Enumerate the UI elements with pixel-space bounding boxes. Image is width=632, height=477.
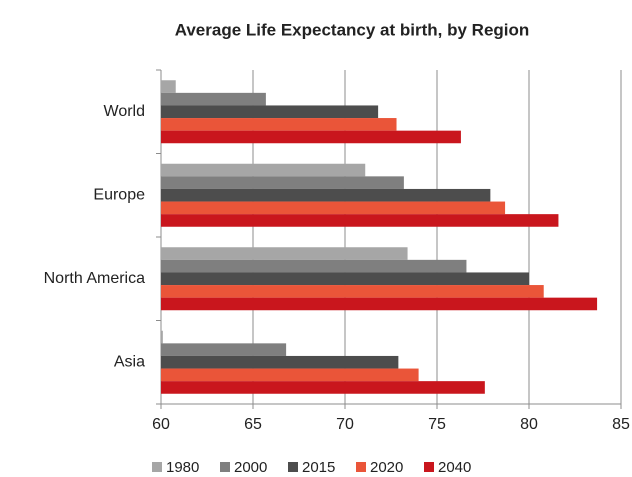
y-tick-label: Asia [114, 353, 145, 370]
legend-swatch [152, 462, 162, 472]
y-tick-label: North America [44, 270, 145, 287]
bar [161, 105, 379, 119]
x-tick-label: 65 [244, 416, 262, 433]
x-tick-label: 75 [428, 416, 446, 433]
bar [161, 381, 485, 394]
bar [161, 259, 467, 273]
legend-label: 2000 [234, 459, 267, 476]
bar [161, 201, 506, 215]
bar [161, 285, 544, 298]
bar [161, 118, 397, 131]
legend-swatch [356, 462, 366, 472]
bar [161, 92, 266, 106]
legend-label: 2015 [302, 459, 335, 476]
bar [161, 247, 408, 260]
bar [161, 343, 287, 356]
bar [161, 297, 598, 311]
bar [161, 330, 163, 344]
legend-label: 2020 [370, 459, 403, 476]
bar [161, 272, 529, 286]
x-tick-label: 60 [152, 416, 170, 433]
bar [161, 163, 366, 177]
bar [161, 176, 404, 189]
bar [161, 355, 399, 369]
bar [161, 368, 419, 382]
legend-swatch [220, 462, 230, 472]
legend-swatch [288, 462, 298, 472]
x-tick-label: 70 [336, 416, 354, 433]
legend-label: 1980 [166, 459, 199, 476]
x-tick-label: 80 [520, 416, 538, 433]
y-tick-label: World [104, 103, 146, 120]
bar [161, 130, 461, 144]
legend-swatch [424, 462, 434, 472]
y-tick-label: Europe [93, 186, 145, 203]
bar [161, 188, 491, 202]
x-tick-label: 85 [612, 416, 630, 433]
bar [161, 214, 559, 227]
bar [161, 80, 176, 93]
legend-label: 2040 [438, 459, 471, 476]
chart-title: Average Life Expectancy at birth, by Reg… [175, 20, 530, 39]
